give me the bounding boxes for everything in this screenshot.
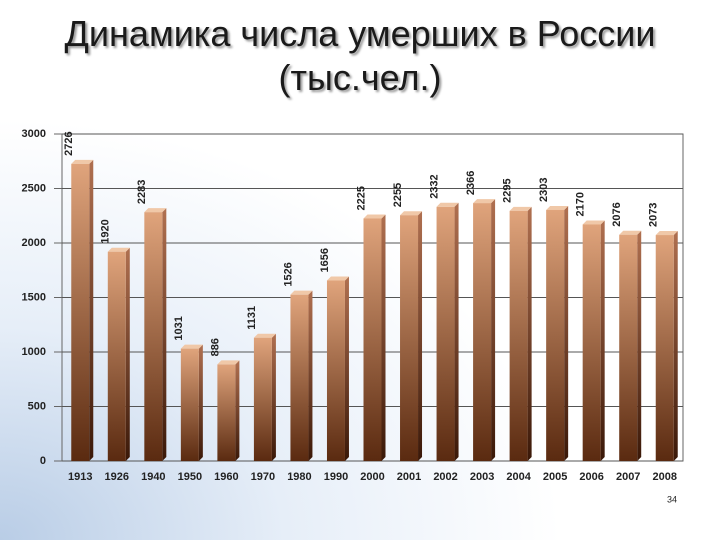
bar-top bbox=[290, 290, 313, 295]
bar-side bbox=[271, 333, 276, 461]
bar-top bbox=[144, 208, 167, 213]
bar bbox=[509, 210, 528, 461]
y-tick-label: 500 bbox=[28, 400, 46, 412]
bar-side bbox=[454, 202, 459, 461]
bar bbox=[619, 234, 638, 461]
value-label: 2170 bbox=[575, 192, 587, 216]
x-tick-label: 1960 bbox=[214, 471, 238, 483]
value-label: 1131 bbox=[246, 306, 258, 330]
slide-number: 34 bbox=[667, 494, 677, 504]
x-tick-label: 2004 bbox=[506, 471, 531, 483]
bar-top bbox=[619, 230, 642, 235]
bar-side bbox=[308, 290, 313, 461]
value-label: 1526 bbox=[282, 262, 294, 286]
bar-side bbox=[418, 211, 423, 461]
bar-side bbox=[381, 214, 386, 461]
x-tick-label: 1990 bbox=[324, 471, 348, 483]
y-tick-label: 3000 bbox=[22, 128, 46, 140]
value-label: 2225 bbox=[355, 186, 367, 210]
y-tick-label: 1000 bbox=[22, 346, 46, 358]
y-tick-label: 1500 bbox=[22, 291, 46, 303]
bar bbox=[144, 212, 163, 461]
x-tick-label: 1913 bbox=[68, 471, 92, 483]
value-label: 2255 bbox=[392, 183, 404, 207]
bar bbox=[71, 163, 90, 461]
bar-side bbox=[491, 199, 496, 461]
bar-top bbox=[217, 360, 240, 365]
bar bbox=[326, 280, 345, 461]
bar bbox=[107, 251, 126, 461]
value-label: 1656 bbox=[319, 248, 331, 272]
x-tick-label: 2001 bbox=[397, 471, 421, 483]
bar-top bbox=[107, 247, 130, 252]
x-tick-label: 1980 bbox=[287, 471, 311, 483]
value-label: 2076 bbox=[611, 202, 623, 226]
chart-title: Динамика числа умерших в России (тыс.чел… bbox=[64, 13, 656, 98]
x-tick-label: 2008 bbox=[652, 471, 676, 483]
value-label: 2726 bbox=[63, 131, 75, 155]
bar bbox=[582, 224, 601, 461]
x-tick-label: 2000 bbox=[360, 471, 384, 483]
bar-top bbox=[473, 199, 496, 204]
bar-side bbox=[89, 159, 94, 461]
bar-top bbox=[400, 211, 423, 216]
y-tick-label: 2500 bbox=[22, 182, 46, 194]
bar-side bbox=[527, 206, 532, 461]
bar-top bbox=[436, 202, 459, 207]
bar-top bbox=[582, 220, 605, 225]
bar-side bbox=[162, 208, 167, 461]
x-tick-label: 2002 bbox=[433, 471, 457, 483]
y-tick-label: 0 bbox=[40, 455, 46, 467]
bar bbox=[400, 215, 419, 461]
value-label: 2073 bbox=[648, 203, 660, 227]
bar bbox=[436, 206, 455, 461]
value-label: 2295 bbox=[502, 178, 514, 202]
x-tick-label: 2005 bbox=[543, 471, 567, 483]
bar bbox=[290, 294, 309, 461]
bar-side bbox=[673, 231, 678, 461]
x-tick-label: 2007 bbox=[616, 471, 640, 483]
bar-top bbox=[655, 231, 678, 236]
bar bbox=[180, 348, 199, 461]
x-tick-label: 2006 bbox=[579, 471, 603, 483]
bar bbox=[253, 337, 272, 461]
bar bbox=[473, 203, 492, 461]
value-label: 2283 bbox=[136, 180, 148, 204]
bar-side bbox=[344, 276, 349, 461]
bar-side bbox=[637, 230, 642, 461]
bar-top bbox=[253, 333, 276, 338]
value-label: 2332 bbox=[428, 174, 440, 198]
bar-top bbox=[326, 276, 349, 281]
x-tick-label: 1950 bbox=[178, 471, 202, 483]
y-tick-label: 2000 bbox=[22, 237, 46, 249]
value-label: 886 bbox=[209, 338, 221, 356]
bar-side bbox=[198, 344, 203, 461]
value-label: 2303 bbox=[538, 177, 550, 201]
bar bbox=[655, 235, 674, 461]
value-label: 2366 bbox=[465, 171, 477, 195]
x-tick-label: 2003 bbox=[470, 471, 494, 483]
x-tick-label: 1940 bbox=[141, 471, 165, 483]
bar-top bbox=[180, 344, 203, 349]
x-tick-label: 1926 bbox=[105, 471, 129, 483]
bar-side bbox=[235, 360, 240, 461]
bar-side bbox=[600, 220, 605, 461]
bar-top bbox=[546, 205, 569, 210]
bar bbox=[363, 218, 382, 461]
value-label: 1920 bbox=[100, 219, 112, 243]
bar-top bbox=[363, 214, 386, 219]
bar-side bbox=[125, 247, 130, 461]
bar bbox=[217, 364, 236, 461]
value-label: 1031 bbox=[173, 316, 185, 340]
bar bbox=[546, 209, 565, 461]
bar-top bbox=[71, 159, 94, 164]
x-tick-label: 1970 bbox=[251, 471, 275, 483]
bar-side bbox=[564, 205, 569, 461]
bar-top bbox=[509, 206, 532, 211]
